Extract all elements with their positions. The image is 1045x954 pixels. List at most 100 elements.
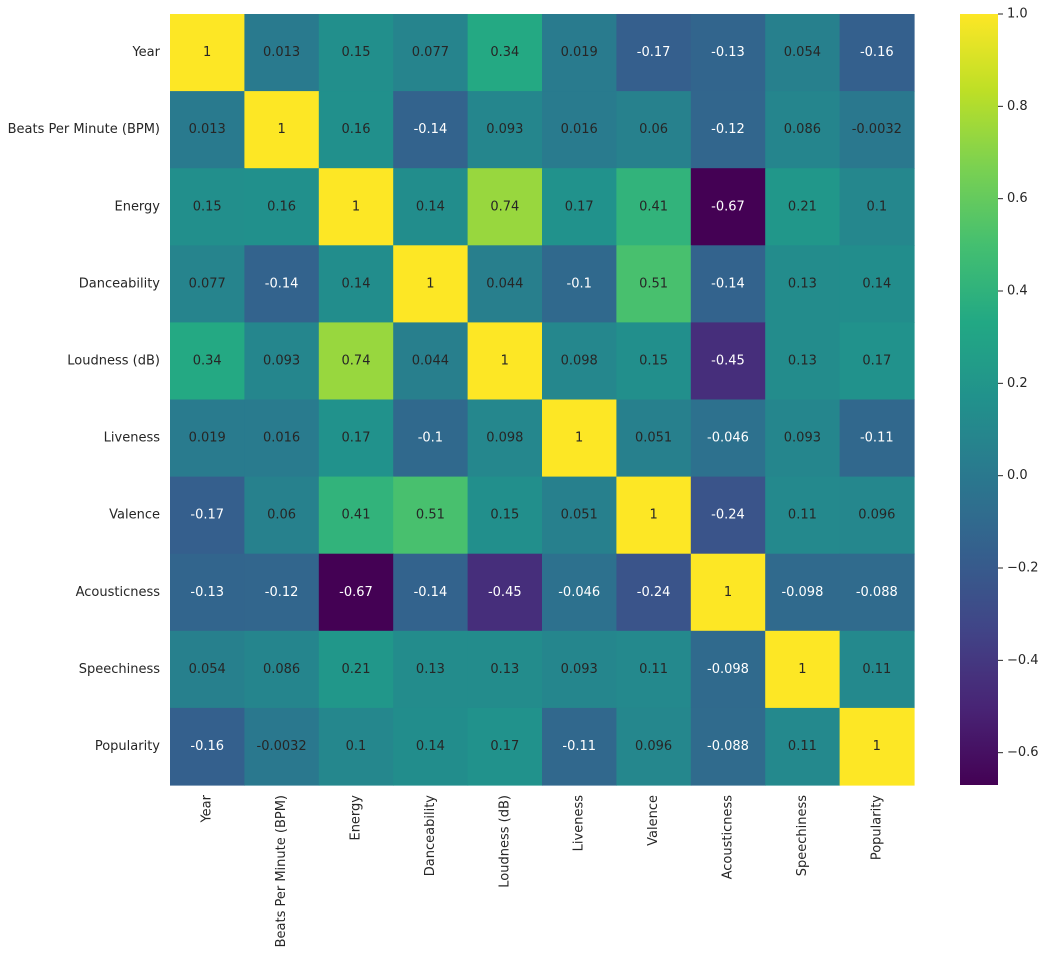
- cell-annotation-r0-c6: -0.17: [637, 45, 671, 60]
- cell-annotation-r5-c9: -0.11: [860, 431, 894, 446]
- colorbar-tick-label-8: −0.6: [1007, 745, 1039, 760]
- cell-annotation-r8-c0: 0.054: [189, 662, 226, 677]
- cell-annotation-r9-c8: 0.11: [788, 739, 817, 754]
- heatmap-cell-r4-c1: [244, 322, 320, 401]
- cell-annotation-r4-c9: 0.17: [862, 353, 891, 368]
- cell-annotation-r1-c6: 0.06: [639, 122, 668, 137]
- cell-annotation-r4-c7: -0.45: [711, 353, 745, 368]
- heatmap-cell-r6-c0: [170, 476, 245, 555]
- heatmap-cell-r6-c7: [690, 476, 766, 555]
- heatmap-cell-r1-c5: [542, 91, 617, 169]
- heatmap-cell-r0-c1: [244, 14, 320, 92]
- heatmap-cell-r2-c7: [690, 168, 766, 246]
- heatmap-cell-r3-c7: [690, 245, 766, 323]
- cell-annotation-r6-c5: 0.051: [561, 508, 598, 523]
- cell-annotation-r3-c1: -0.14: [265, 276, 299, 291]
- heatmap-cell-r3-c8: [765, 245, 841, 323]
- x-tick-label-3: Danceability: [423, 795, 438, 877]
- heatmap-cell-r6-c2: [318, 476, 394, 555]
- cell-annotation-r4-c1: 0.093: [263, 353, 300, 368]
- cell-annotation-r0-c9: -0.16: [860, 45, 894, 60]
- cell-annotation-r8-c4: 0.13: [490, 662, 519, 677]
- cell-annotation-r7-c8: -0.098: [781, 585, 823, 600]
- heatmap-cell-r8-c1: [244, 630, 320, 709]
- heatmap-cell-r3-c6: [616, 245, 692, 323]
- cell-annotation-r6-c0: -0.17: [190, 508, 224, 523]
- heatmap-cell-r6-c5: [542, 476, 617, 555]
- cell-annotation-r8-c3: 0.13: [416, 662, 445, 677]
- cell-annotation-r0-c7: -0.13: [711, 45, 745, 60]
- cell-annotation-r9-c5: -0.11: [562, 739, 596, 754]
- heatmap-cell-r1-c7: [690, 91, 766, 169]
- x-tick-label-6: Valence: [646, 795, 661, 846]
- x-tick-labels: Year Beats Per Minute (BPM) Energy Danceabi…: [200, 794, 885, 947]
- cell-annotation-r5-c2: 0.17: [342, 431, 371, 446]
- heatmap-cell-r1-c0: [170, 91, 245, 169]
- heatmap-cell-r8-c0: [170, 630, 245, 709]
- cell-annotation-r5-c4: 0.098: [486, 431, 523, 446]
- cell-annotation-r2-c0: 0.15: [193, 199, 222, 214]
- heatmap-cell-r1-c1: [244, 91, 320, 169]
- heatmap-cell-r2-c1: [244, 168, 320, 246]
- heatmap-cell-r6-c1: [244, 476, 320, 555]
- cell-annotation-r1-c3: -0.14: [414, 122, 448, 137]
- heatmap-cell-r1-c8: [765, 91, 841, 169]
- heatmap-cell-r8-c9: [839, 630, 915, 709]
- cell-annotation-r5-c1: 0.016: [263, 431, 300, 446]
- cell-annotation-r1-c4: 0.093: [486, 122, 523, 137]
- cell-annotation-r9-c4: 0.17: [490, 739, 519, 754]
- cell-annotation-r3-c8: 0.13: [788, 276, 817, 291]
- cell-annotation-r0-c8: 0.054: [784, 45, 821, 60]
- cell-annotation-r8-c9: 0.11: [862, 662, 891, 677]
- cell-annotation-r2-c7: -0.67: [711, 199, 745, 214]
- y-tick-label-9: Popularity: [95, 739, 160, 754]
- heatmap-cell-r1-c3: [393, 91, 469, 169]
- heatmap-cell-r9-c6: [616, 707, 692, 786]
- heatmap-cell-r8-c3: [393, 630, 469, 709]
- colorbar-tick-label-0: 1.0: [1007, 7, 1028, 22]
- heatmap-cell-r5-c3: [393, 399, 469, 478]
- cell-annotation-r3-c5: -0.1: [567, 276, 592, 291]
- y-tick-label-8: Speechiness: [79, 662, 161, 677]
- cell-annotation-r7-c6: -0.24: [637, 585, 671, 600]
- cell-annotation-r9-c1: -0.0032: [257, 739, 307, 754]
- heatmap-cell-r2-c8: [765, 168, 841, 246]
- heatmap-cell-r2-c9: [839, 168, 915, 246]
- heatmap-cell-r5-c0: [170, 399, 245, 478]
- heatmap-cell-r7-c6: [616, 553, 692, 632]
- cell-annotation-r9-c0: -0.16: [190, 739, 224, 754]
- heatmap-cell-r9-c2: [318, 707, 394, 786]
- cell-annotation-r7-c1: -0.12: [265, 585, 299, 600]
- cell-annotation-r3-c7: -0.14: [711, 276, 745, 291]
- cell-annotation-r2-c6: 0.41: [639, 199, 668, 214]
- cell-annotation-r6-c1: 0.06: [267, 508, 296, 523]
- cell-annotation-r3-c4: 0.044: [486, 276, 523, 291]
- x-tick-label-4: Loudness (dB): [497, 795, 512, 888]
- cell-annotation-r2-c8: 0.21: [788, 199, 817, 214]
- heatmap-cell-r0-c5: [542, 14, 617, 92]
- heatmap-cell-r7-c1: [244, 553, 320, 632]
- heatmap-cell-r2-c6: [616, 168, 692, 246]
- colorbar-tick-label-3: 0.4: [1007, 284, 1028, 299]
- heatmap-cell-r6-c8: [765, 476, 841, 555]
- y-tick-label-7: Acousticness: [76, 585, 161, 600]
- heatmap-cell-r7-c3: [393, 553, 469, 632]
- colorbar: 1.0 0.8 0.6 0.4 0.2 0.0 −0.2 −0.4 −0.6: [960, 7, 1039, 785]
- cell-annotation-r1-c9: -0.0032: [852, 122, 902, 137]
- heatmap-cell-r2-c2: [318, 168, 394, 246]
- y-tick-label-6: Valence: [109, 508, 160, 523]
- heatmap-cell-r4-c4: [467, 322, 543, 401]
- heatmap-cell-r7-c7: [690, 553, 766, 632]
- cell-annotation-r8-c7: -0.098: [707, 662, 749, 677]
- heatmap-cell-r8-c8: [765, 630, 841, 709]
- cell-annotation-r4-c2: 0.74: [342, 353, 371, 368]
- heatmap-cell-r1-c2: [318, 91, 394, 169]
- heatmap-cell-r8-c5: [542, 630, 617, 709]
- y-tick-label-3: Danceability: [79, 276, 161, 291]
- heatmap-cell-r9-c0: [170, 707, 245, 786]
- heatmap-cell-r0-c3: [393, 14, 469, 92]
- cell-annotation-r0-c4: 0.34: [490, 45, 519, 60]
- heatmap-cell-r8-c4: [467, 630, 543, 709]
- cell-annotation-r7-c3: -0.14: [414, 585, 448, 600]
- cell-annotation-r5-c6: 0.051: [635, 431, 672, 446]
